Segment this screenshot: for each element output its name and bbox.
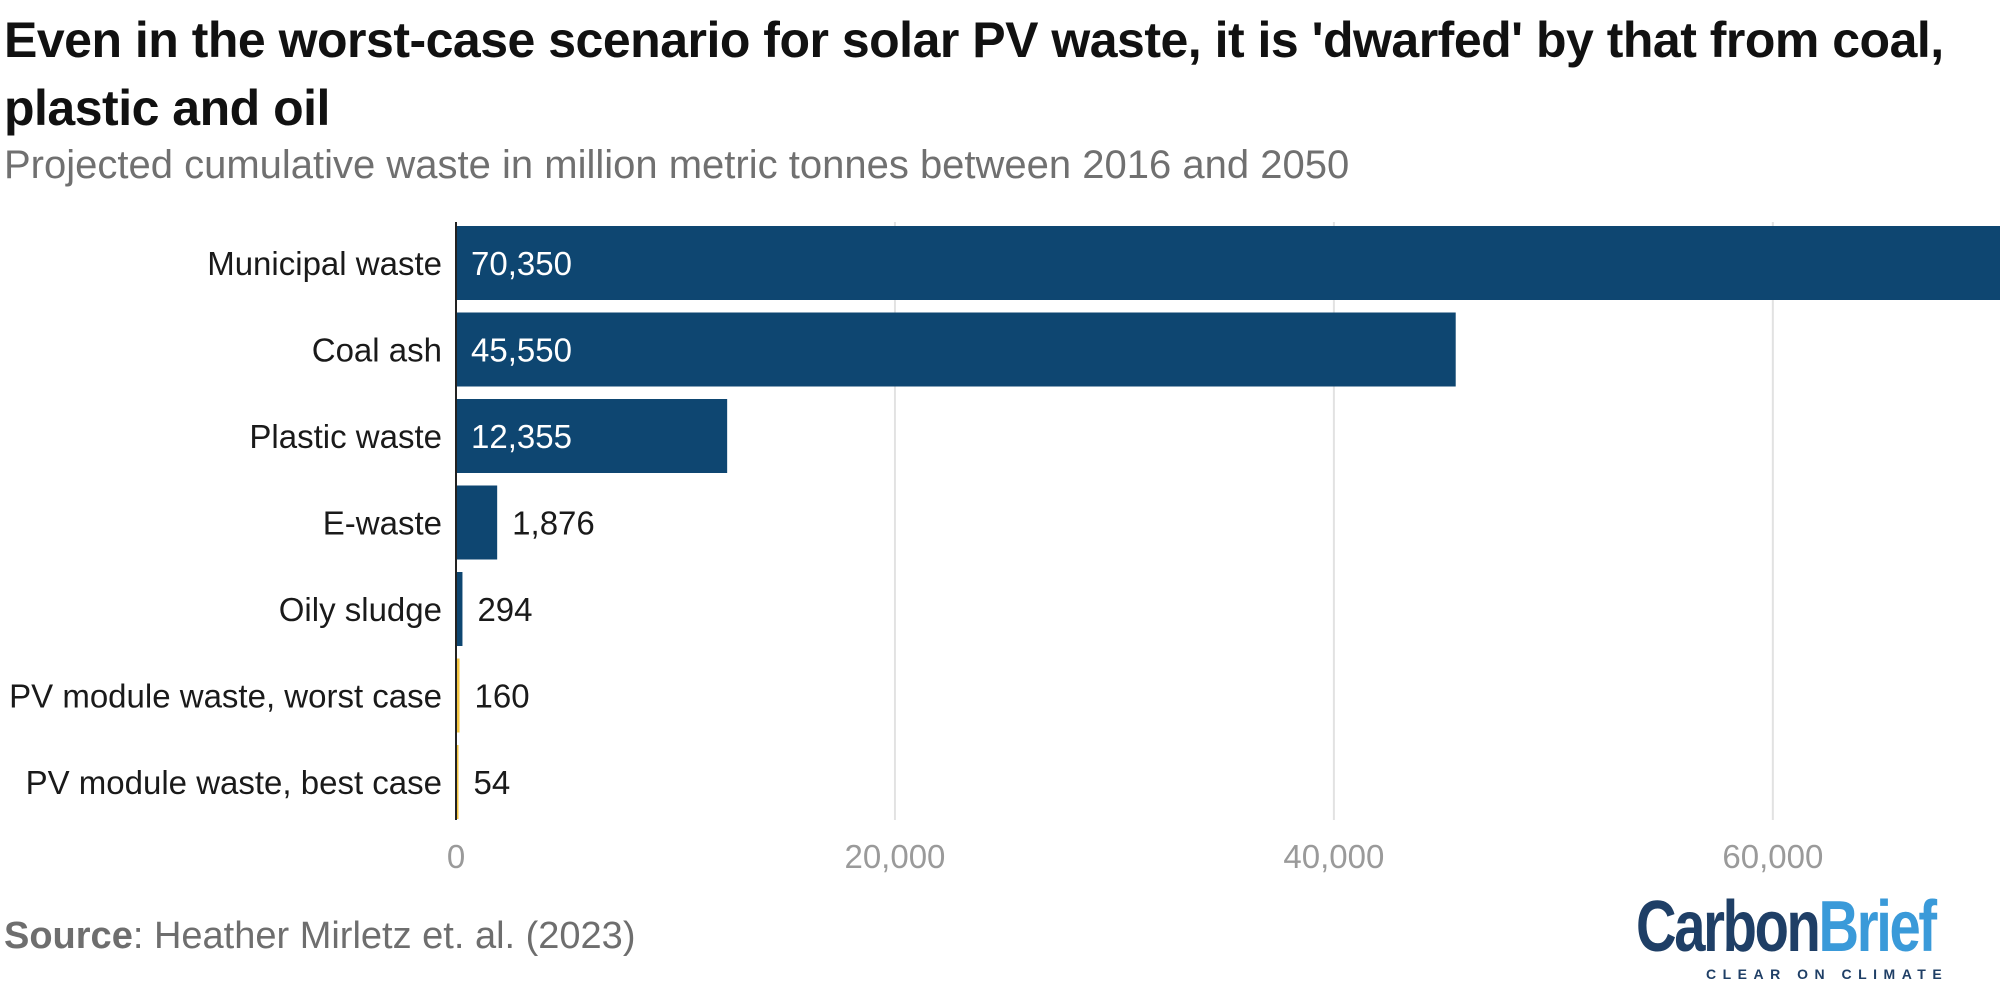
source-label: Source <box>4 915 133 957</box>
category-label: Plastic waste <box>249 418 442 455</box>
logo-brief-text: Brief <box>1818 887 1938 967</box>
chart-title: Even in the worst-case scenario for sola… <box>4 12 1944 136</box>
source-note: Source: Heather Mirletz et. al. (2023) <box>4 912 635 960</box>
bar <box>456 485 498 560</box>
chart-subtitle: Projected cumulative waste in million me… <box>4 143 1350 187</box>
logo-carbon-text: Carbon <box>1636 887 1821 967</box>
category-label: PV module waste, worst case <box>9 678 442 715</box>
category-label: PV module waste, best case <box>26 764 442 801</box>
carbonbrief-logo: CarbonBrief CLEAR ON CLIMATE <box>1636 888 1966 982</box>
x-tick-label: 20,000 <box>844 838 945 875</box>
source-text: : Heather Mirletz et. al. (2023) <box>132 915 636 957</box>
x-tick-label: 60,000 <box>1722 838 1823 875</box>
bar <box>456 745 459 819</box>
logo-tagline: CLEAR ON CLIMATE <box>1706 966 1949 982</box>
value-label: 54 <box>474 764 511 801</box>
value-label: 1,876 <box>512 505 595 542</box>
category-label: Municipal waste <box>207 245 442 282</box>
category-label: Oily sludge <box>279 591 442 628</box>
bar <box>456 226 2000 300</box>
value-label: 70,350 <box>471 245 572 282</box>
category-label: Coal ash <box>312 332 442 369</box>
bar <box>456 399 728 473</box>
x-tick-label: 0 <box>447 838 465 875</box>
value-label: 12,355 <box>471 418 572 455</box>
bar <box>456 572 463 646</box>
x-tick-label: 40,000 <box>1283 838 1384 875</box>
value-label: 160 <box>475 678 530 715</box>
category-label: E-waste <box>323 505 442 542</box>
logo-wordmark: CarbonBrief <box>1636 888 1964 966</box>
value-label: 294 <box>477 591 532 628</box>
value-label: 45,550 <box>471 332 572 369</box>
bar <box>456 312 1456 387</box>
bar <box>456 658 460 733</box>
